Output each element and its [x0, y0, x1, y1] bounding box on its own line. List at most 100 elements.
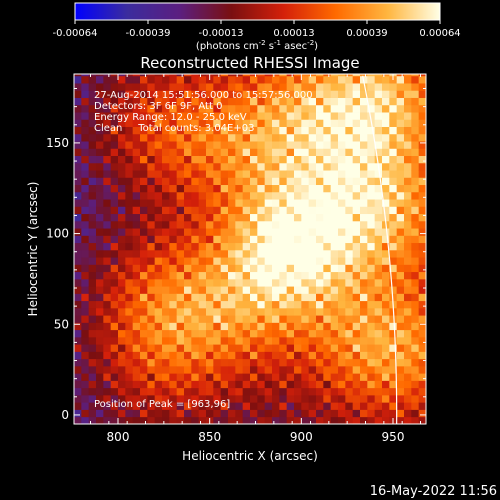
heatmap-cell — [345, 126, 354, 135]
heatmap-cell — [279, 387, 288, 396]
heatmap-cell — [352, 133, 361, 142]
heatmap-cell — [367, 409, 376, 418]
heatmap-cell — [345, 162, 354, 171]
heatmap-cell — [103, 307, 112, 316]
heatmap-cell — [132, 257, 141, 265]
heatmap-cell — [132, 315, 141, 323]
heatmap-cell — [228, 170, 236, 178]
heatmap-cell — [257, 104, 266, 113]
heatmap-cell — [367, 394, 376, 403]
heatmap-cell — [176, 119, 185, 127]
heatmap-cell — [242, 184, 251, 193]
heatmap-cell — [316, 119, 324, 127]
heatmap-cell — [140, 191, 148, 200]
heatmap-cell — [184, 75, 192, 84]
heatmap-cell — [294, 119, 302, 127]
heatmap-cell — [74, 271, 82, 280]
heatmap-cell — [418, 90, 426, 98]
heatmap-cell — [162, 184, 170, 193]
heatmap-cell — [235, 97, 244, 106]
heatmap-cell — [154, 74, 163, 77]
heatmap-cell — [88, 380, 97, 389]
heatmap-cell — [125, 184, 134, 193]
heatmap-cell — [382, 278, 390, 287]
heatmap-cell — [169, 184, 178, 193]
heatmap-cell — [74, 220, 82, 229]
heatmap-cell — [367, 380, 376, 389]
heatmap-cell — [162, 97, 170, 106]
heatmap-cell — [206, 394, 214, 403]
heatmap-cell — [220, 358, 229, 367]
heatmap-cell — [220, 416, 229, 424]
heatmap-cell — [257, 235, 266, 244]
heatmap-cell — [118, 177, 126, 186]
heatmap-cell — [140, 336, 148, 345]
heatmap-cell — [345, 322, 354, 331]
heatmap-cell — [382, 286, 390, 294]
heatmap-cell — [140, 402, 148, 410]
heatmap-cell — [396, 75, 405, 84]
heatmap-cell — [352, 155, 361, 164]
heatmap-cell — [250, 148, 258, 156]
heatmap-cell — [198, 402, 207, 410]
heatmap-cell — [198, 416, 207, 424]
heatmap-cell — [169, 286, 178, 294]
heatmap-cell — [272, 162, 280, 171]
heatmap-cell — [374, 177, 383, 186]
heatmap-cell — [220, 235, 229, 244]
heatmap-cell — [264, 315, 273, 323]
heatmap-cell — [235, 242, 244, 251]
heatmap-cell — [88, 184, 97, 193]
heatmap-cell — [389, 191, 398, 200]
heatmap-cell — [330, 264, 339, 273]
heatmap-cell — [154, 315, 163, 323]
heatmap-cell — [169, 213, 178, 222]
heatmap-cell — [389, 133, 398, 142]
heatmap-cell — [264, 97, 273, 106]
heatmap-cell — [411, 322, 420, 331]
heatmap-cell — [96, 90, 104, 98]
heatmap-cell — [74, 126, 82, 135]
heatmap-cell — [103, 220, 112, 229]
heatmap-cell — [213, 104, 222, 113]
heatmap-cell — [118, 249, 126, 258]
heatmap-cell — [169, 191, 178, 200]
heatmap-cell — [301, 300, 310, 309]
heatmap-cell — [140, 373, 148, 381]
heatmap-cell — [140, 119, 148, 127]
heatmap-cell — [162, 365, 170, 374]
heatmap-cell — [382, 307, 390, 316]
heatmap-cell — [404, 286, 412, 294]
heatmap-cell — [88, 199, 97, 207]
heatmap-cell — [169, 83, 178, 91]
heatmap-cell — [228, 228, 236, 236]
heatmap-cell — [140, 286, 148, 294]
heatmap-cell — [389, 336, 398, 345]
heatmap-cell — [404, 278, 412, 287]
heatmap-cell — [301, 271, 310, 280]
heatmap-cell — [242, 402, 251, 410]
heatmap-cell — [382, 358, 390, 367]
heatmap-cell — [162, 402, 170, 410]
heatmap-cell — [169, 278, 178, 287]
heatmap-cell — [418, 162, 426, 171]
heatmap-cell — [257, 416, 266, 424]
heatmap-cell — [176, 184, 185, 193]
heatmap-cell — [176, 148, 185, 156]
heatmap-cell — [140, 177, 148, 186]
heatmap-cell — [367, 97, 376, 106]
heatmap-cell — [345, 235, 354, 244]
heatmap-cell — [396, 235, 405, 244]
heatmap-cell — [147, 97, 156, 106]
heatmap-cell — [323, 104, 332, 113]
heatmap-cell — [272, 271, 280, 280]
heatmap-cell — [330, 257, 339, 265]
heatmap-cell — [257, 133, 266, 142]
heatmap-cell — [374, 74, 383, 77]
heatmap-cell — [382, 394, 390, 403]
heatmap-cell — [272, 141, 280, 149]
heatmap-cell — [140, 322, 148, 331]
heatmap-cell — [272, 104, 280, 113]
heatmap-cell — [404, 380, 412, 389]
heatmap-cell — [176, 228, 185, 236]
